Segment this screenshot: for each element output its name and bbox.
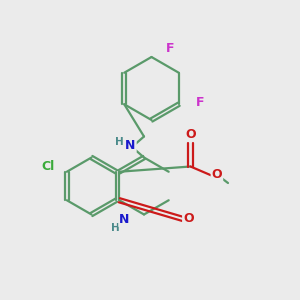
Text: Cl: Cl [41, 160, 55, 173]
Text: N: N [125, 139, 136, 152]
Text: H: H [115, 136, 124, 147]
Text: O: O [212, 168, 222, 181]
Text: O: O [186, 128, 196, 141]
Text: O: O [183, 212, 194, 226]
Text: F: F [166, 41, 175, 55]
Text: H: H [111, 223, 120, 233]
Text: F: F [196, 95, 205, 109]
Text: N: N [119, 213, 130, 226]
Text: Cl: Cl [41, 160, 55, 173]
